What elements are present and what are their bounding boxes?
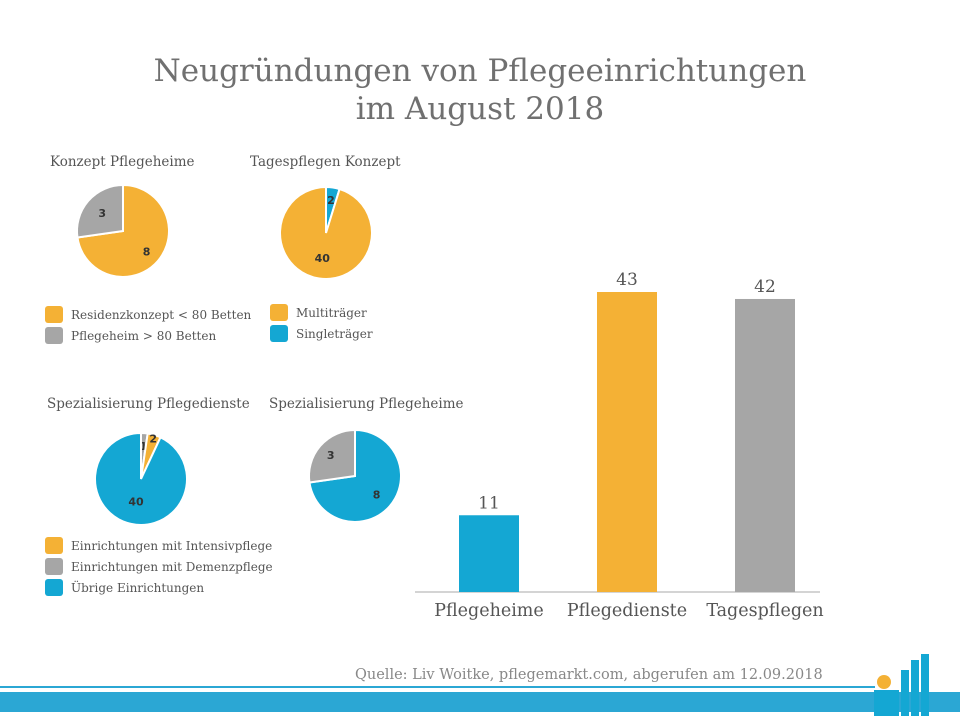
logo-icon: [874, 654, 929, 716]
legend-item-residenz: Residenzkonzept < 80 Betten: [45, 304, 251, 325]
pie-chart-konzept-pflegeheime: 83: [76, 183, 170, 278]
legend-swatch-blue: [45, 579, 63, 596]
legend-spez: Einrichtungen mit Intensivpflege Einrich…: [45, 535, 273, 598]
pie-slice: [279, 185, 373, 280]
legend-item-multitraeger: Multiträger: [270, 302, 373, 323]
pie-title-tagespflegen: Tagespflegen Konzept: [250, 154, 401, 170]
pie-chart-spez-pflegedienste: 12 40: [94, 431, 188, 526]
pie-slice-label: 8: [373, 489, 381, 502]
legend-tages: Multiträger Singleträger: [270, 302, 373, 344]
legend-swatch-orange: [45, 537, 63, 554]
pie-title-spez-pflegeheime: Spezialisierung Pflegeheime: [269, 396, 464, 412]
title-line-2: im August 2018: [355, 91, 605, 127]
legend-label: Übrige Einrichtungen: [71, 580, 205, 595]
legend-swatch-orange: [45, 306, 63, 323]
pie-title-konzept-pflegeheime: Konzept Pflegeheime: [50, 154, 195, 170]
legend-konzept: Residenzkonzept < 80 Betten Pflegeheim >…: [45, 304, 251, 346]
legend-item-intensiv: Einrichtungen mit Intensivpflege: [45, 535, 273, 556]
bar-chart: 11 Pflegeheime 43 Pflegedienste 42 Tagespfleg…: [415, 270, 824, 621]
pie-slice-label: 40: [315, 252, 331, 265]
pie-slice-label: 40: [128, 495, 144, 508]
pie-title-spez-pflegedienste: Spezialisierung Pflegedienste: [47, 396, 250, 412]
pie-slice-label: 2: [149, 432, 157, 445]
bar-value-label: 11: [478, 493, 500, 513]
bar-value-label: 43: [616, 270, 638, 290]
legend-item-demenz: Einrichtungen mit Demenzpflege: [45, 556, 273, 577]
x-tick-label: Pflegeheime: [434, 601, 544, 621]
pie-slice-label: 2: [327, 194, 335, 207]
pie-slice-label: 1: [140, 440, 148, 453]
x-tick-label: Pflegedienste: [567, 601, 687, 621]
legend-item-pflegeheim: Pflegeheim > 80 Betten: [45, 325, 251, 346]
bar-value-label: 42: [754, 277, 776, 297]
pie-slice-label: 8: [143, 245, 151, 258]
footer-bar: [0, 692, 960, 712]
pie-slice: [76, 183, 124, 239]
title-line-1: Neugründungen von Pflegeeinrichtungen: [153, 53, 807, 89]
legend-item-singletraeger: Singleträger: [270, 323, 373, 344]
x-tick-label: Tagespflegen: [706, 601, 823, 621]
legend-item-uebrige: Übrige Einrichtungen: [45, 577, 273, 598]
pie-chart-spez-pflegeheime: 83: [308, 428, 402, 523]
pie-chart-tagespflegen: 2 40: [279, 185, 373, 280]
legend-swatch-gray: [45, 558, 63, 575]
pie-slice: [308, 428, 356, 484]
source-note: Quelle: Liv Woitke, pflegemarkt.com, abg…: [355, 667, 823, 683]
legend-swatch-orange: [270, 304, 288, 321]
legend-label: Residenzkonzept < 80 Betten: [71, 307, 252, 322]
pie-slice: [94, 431, 188, 526]
legend-label: Pflegeheim > 80 Betten: [71, 328, 217, 343]
bar: [735, 298, 795, 592]
legend-label: Einrichtungen mit Intensivpflege: [71, 538, 273, 553]
legend-swatch-blue: [270, 325, 288, 342]
footer-line: [0, 686, 875, 688]
legend-swatch-gray: [45, 327, 63, 344]
pie-slice-label: 3: [327, 449, 335, 462]
legend-label: Multiträger: [296, 305, 367, 320]
bar: [597, 292, 657, 592]
chart-title: Neugründungen von Pflegeeinrichtungen im…: [0, 52, 960, 128]
legend-label: Einrichtungen mit Demenzpflege: [71, 559, 273, 574]
pie-slice-label: 3: [98, 207, 106, 220]
bar: [459, 515, 519, 592]
legend-label: Singleträger: [296, 326, 373, 341]
